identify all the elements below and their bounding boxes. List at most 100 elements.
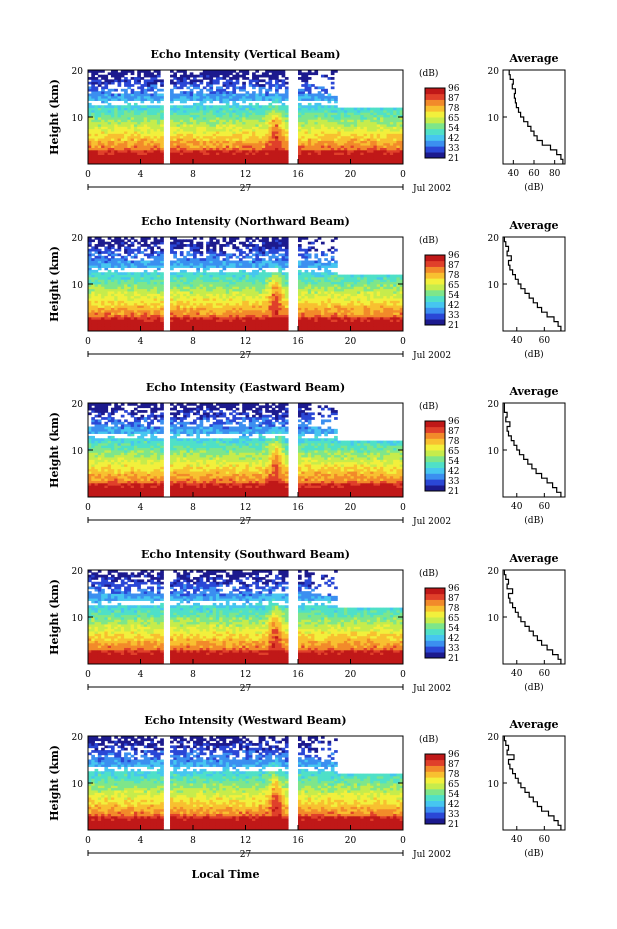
- heatmap-cell: [127, 112, 131, 115]
- heatmap-cell: [150, 242, 154, 245]
- heatmap-cell: [318, 126, 322, 129]
- heatmap-cell: [252, 155, 256, 158]
- heatmap-cell: [183, 150, 187, 153]
- heatmap-cell: [242, 77, 246, 80]
- heatmap-cell: [242, 277, 246, 280]
- heatmap-cell: [268, 251, 272, 254]
- heatmap-cell: [209, 242, 213, 245]
- heatmap-cell: [268, 150, 272, 153]
- heatmap-cell: [265, 136, 269, 139]
- heatmap-cell: [193, 256, 197, 259]
- heatmap-cell: [219, 249, 223, 252]
- heatmap-cell: [150, 155, 154, 158]
- heatmap-cell: [203, 300, 207, 303]
- heatmap-cell: [347, 136, 351, 139]
- heatmap-cell: [354, 108, 358, 111]
- heatmap-cell: [114, 310, 118, 313]
- heatmap-cell: [118, 82, 122, 85]
- heatmap-cell: [190, 246, 194, 249]
- heatmap-cell: [95, 143, 99, 146]
- heatmap-cell: [213, 284, 217, 287]
- heatmap-cell: [108, 145, 112, 148]
- heatmap-cell: [255, 152, 259, 155]
- heatmap-cell: [170, 303, 174, 306]
- heatmap-cell: [154, 131, 158, 134]
- heatmap-cell: [229, 296, 233, 299]
- heatmap-cell: [331, 155, 335, 158]
- heatmap-cell: [262, 319, 266, 322]
- heatmap-cell: [131, 84, 135, 87]
- heatmap-cell: [101, 277, 105, 280]
- heatmap-cell: [216, 308, 220, 311]
- heatmap-cell: [387, 152, 391, 155]
- heatmap-cell: [275, 72, 279, 75]
- heatmap-cell: [104, 275, 108, 278]
- heatmap-cell: [318, 138, 322, 141]
- heatmap-cell: [160, 298, 164, 301]
- heatmap-cell: [104, 155, 108, 158]
- heatmap-cell: [124, 94, 128, 97]
- heatmap-cell: [144, 112, 148, 115]
- heatmap-cell: [177, 148, 181, 151]
- heatmap-cell: [203, 124, 207, 127]
- heatmap-cell: [173, 159, 177, 162]
- heatmap-cell: [101, 289, 105, 292]
- heatmap-cell: [206, 284, 210, 287]
- heatmap-cell: [216, 124, 220, 127]
- heatmap-cell: [252, 124, 256, 127]
- heatmap-cell: [275, 282, 279, 285]
- heatmap-cell: [318, 105, 322, 108]
- heatmap-cell: [229, 82, 233, 85]
- heatmap-cell: [275, 324, 279, 327]
- heatmap-cell: [131, 96, 135, 99]
- heatmap-cell: [190, 282, 194, 285]
- heatmap-cell: [124, 312, 128, 315]
- heatmap-cell: [170, 249, 174, 252]
- heatmap-cell: [377, 112, 381, 115]
- heatmap-cell: [118, 105, 122, 108]
- heatmap-cell: [147, 138, 151, 141]
- heatmap-cell: [206, 96, 210, 99]
- heatmap-cell: [328, 108, 332, 111]
- heatmap-cell: [160, 150, 164, 153]
- heatmap: [88, 237, 403, 331]
- heatmap-cell: [190, 263, 194, 266]
- heatmap-cell: [104, 138, 108, 141]
- heatmap-cell: [209, 115, 213, 118]
- heatmap-cell: [186, 148, 190, 151]
- heatmap-cell: [252, 315, 256, 318]
- heatmap-cell: [232, 124, 236, 127]
- heatmap-cell: [91, 270, 95, 273]
- heatmap-cell: [236, 324, 240, 327]
- heatmap-cell: [242, 322, 246, 325]
- heatmap-cell: [88, 324, 92, 327]
- heatmap-cell: [124, 296, 128, 299]
- heatmap-cell: [209, 138, 213, 141]
- heatmap-cell: [249, 155, 253, 158]
- heatmap-cell: [383, 126, 387, 129]
- heatmap-cell: [104, 141, 108, 144]
- heatmap-cell: [173, 312, 177, 315]
- heatmap-cell: [209, 253, 213, 256]
- heatmap-cell: [196, 322, 200, 325]
- heatmap-cell: [216, 89, 220, 92]
- heatmap-cell: [219, 148, 223, 151]
- heatmap-cell: [114, 315, 118, 318]
- heatmap-cell: [226, 263, 230, 266]
- heatmap-cell: [111, 246, 115, 249]
- heatmap-cell: [341, 138, 345, 141]
- heatmap-cell: [141, 98, 145, 101]
- heatmap-cell: [390, 124, 394, 127]
- heatmap-cell: [324, 126, 328, 129]
- heatmap-cell: [275, 86, 279, 89]
- heatmap-cell: [170, 157, 174, 160]
- heatmap-cell: [370, 122, 374, 125]
- heatmap-cell: [147, 317, 151, 320]
- heatmap-cell: [232, 101, 236, 104]
- heatmap-cell: [127, 296, 131, 299]
- heatmap-cell: [147, 246, 151, 249]
- heatmap-cell: [200, 119, 204, 122]
- heatmap-cell: [141, 322, 145, 325]
- heatmap-cell: [213, 155, 217, 158]
- heatmap-cell: [183, 101, 187, 104]
